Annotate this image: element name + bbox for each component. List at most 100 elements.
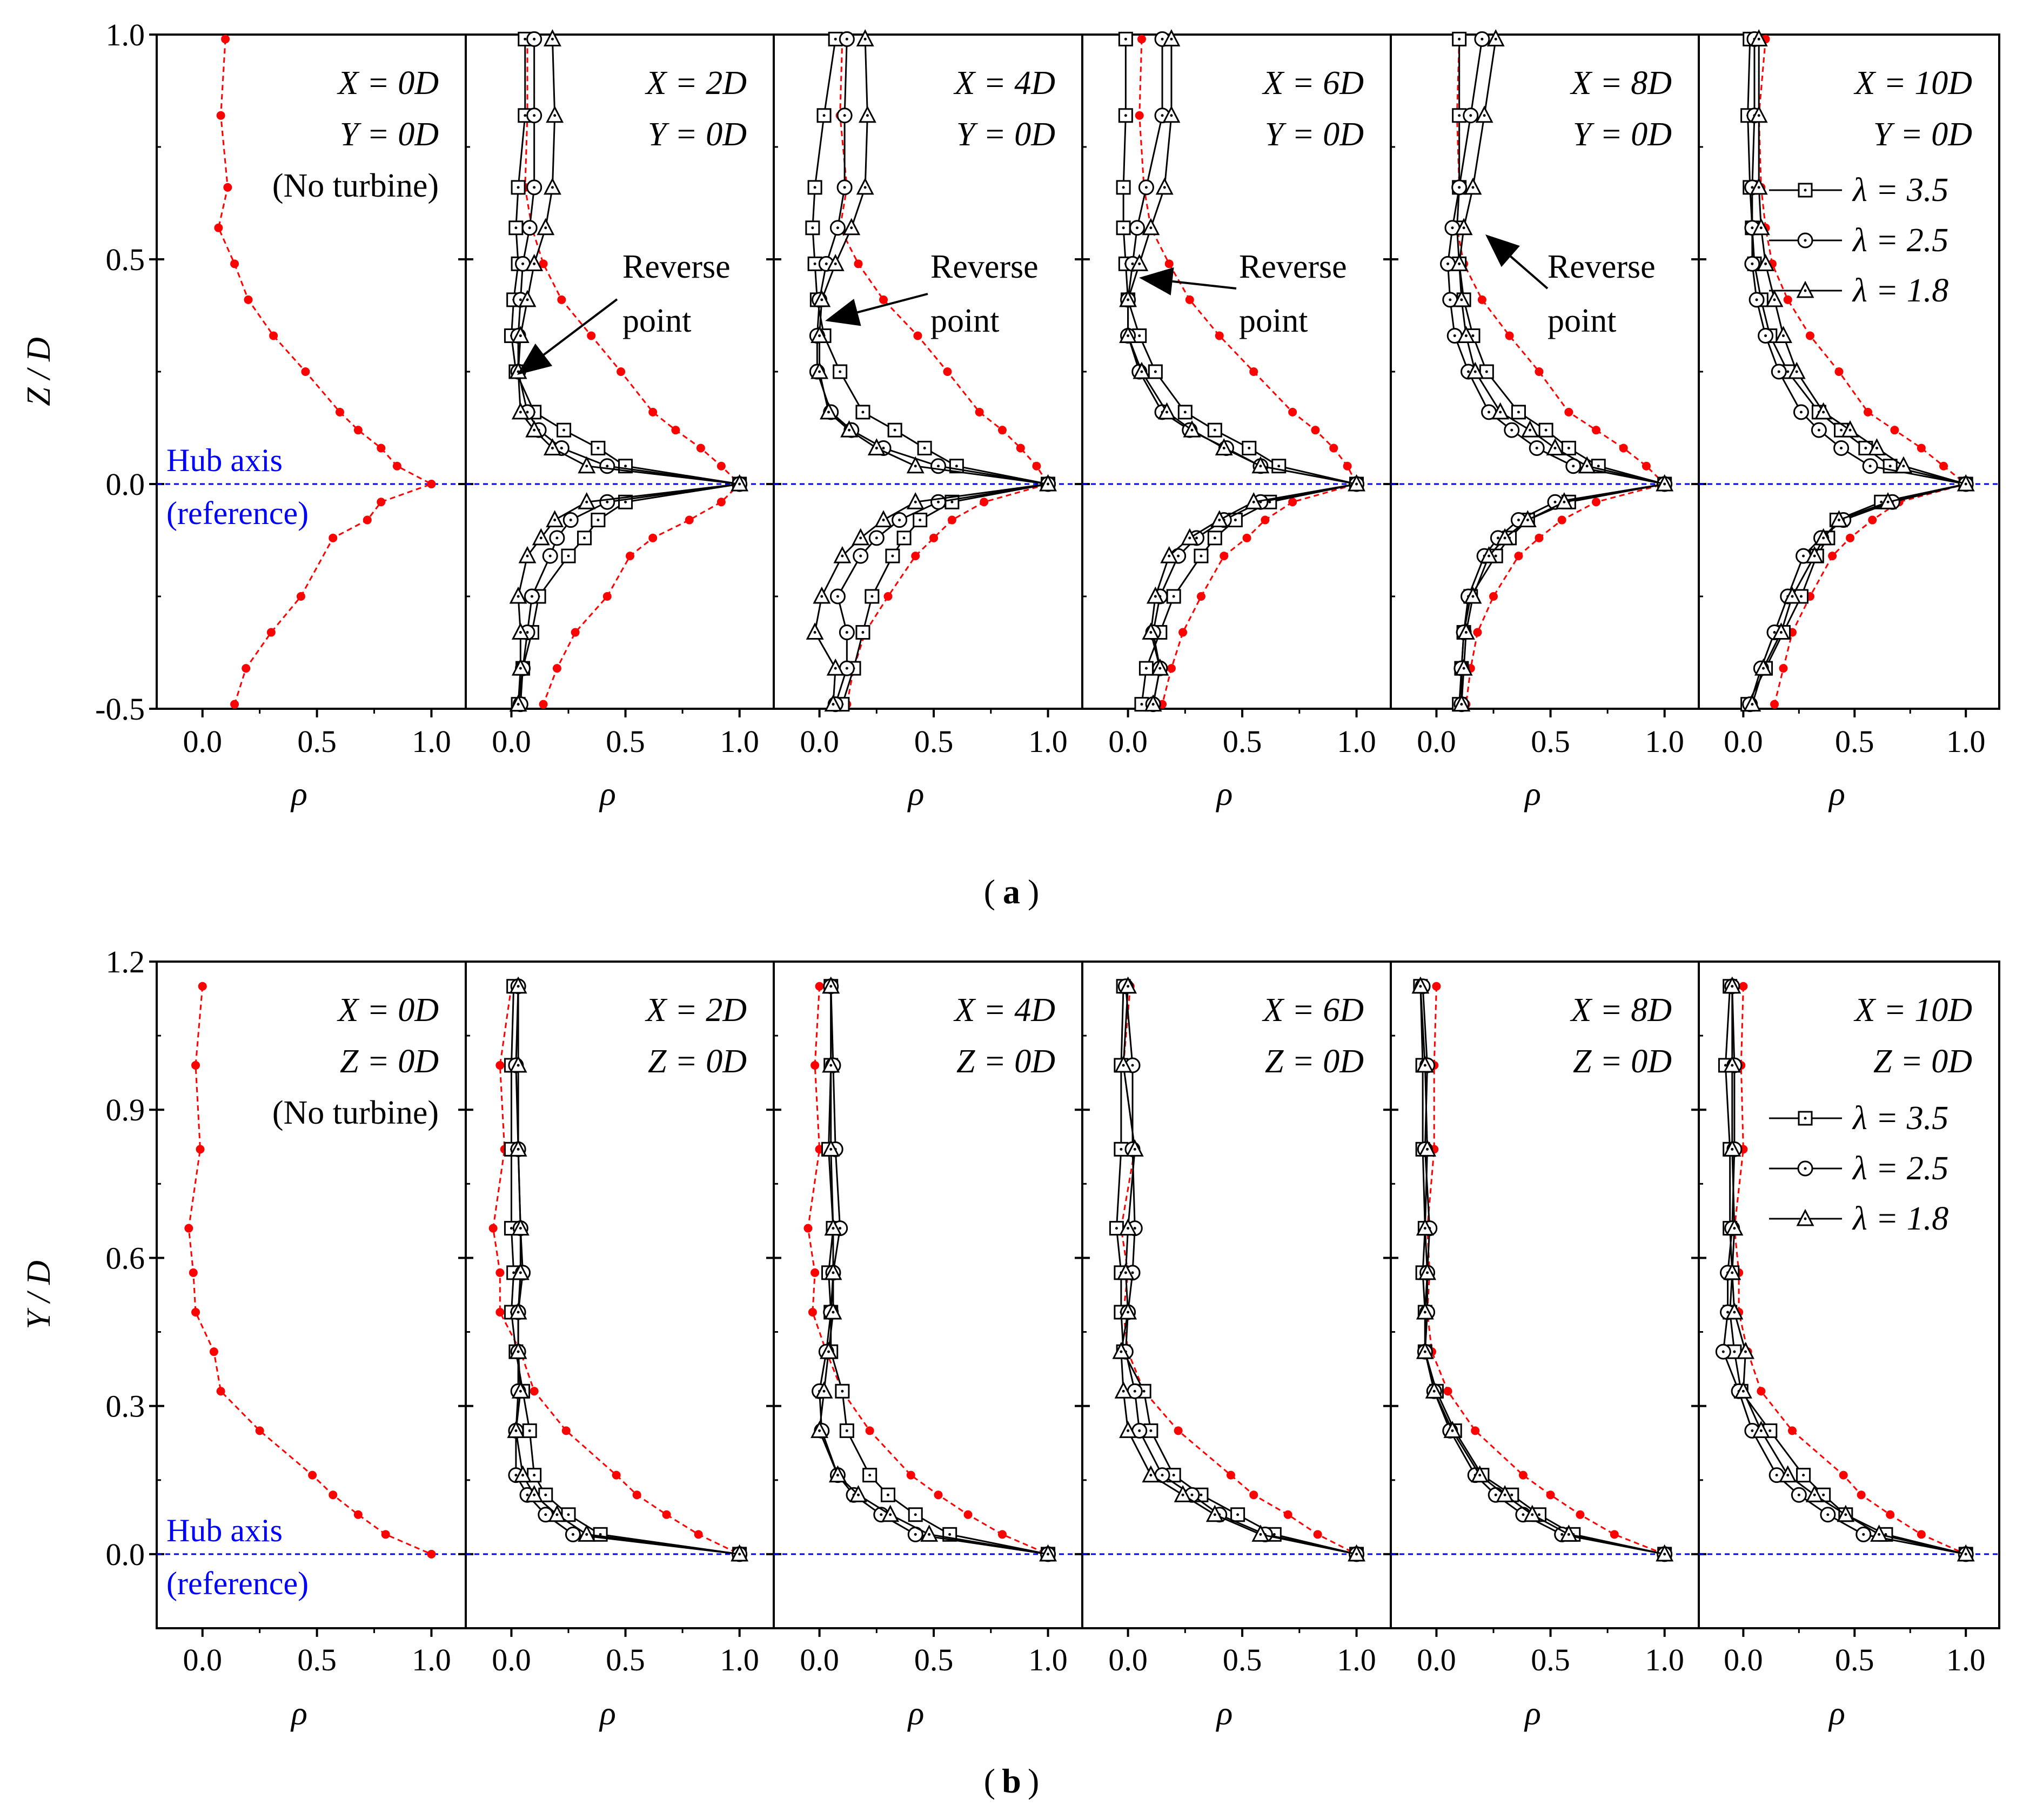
reference-point: [879, 295, 888, 304]
series-point-square-center: [923, 446, 926, 449]
series-point-triangle-center: [1761, 667, 1765, 670]
series-point-square-center: [1786, 370, 1790, 373]
series-point-circle-center: [1451, 226, 1454, 230]
x-tick-label: 0.5: [606, 1642, 645, 1677]
series-point-triangle-center: [1218, 519, 1221, 522]
series-point-circle-center: [1488, 411, 1491, 414]
series-line-triangle: [819, 986, 1048, 1555]
y-tick-label: 0.5: [106, 242, 145, 277]
reference-point: [975, 407, 984, 417]
hub-axis-label: Hub axis: [166, 442, 283, 478]
series-point-triangle-center: [914, 465, 917, 468]
x-axis-title: ρ: [1216, 1695, 1233, 1732]
panel-label-2: Y = 0D: [648, 116, 747, 153]
panel-label-2: Z = 0D: [340, 1043, 439, 1080]
series-point-square: [833, 364, 848, 379]
series-point-square-center: [902, 536, 906, 540]
y-tick-label: 0.3: [106, 1389, 145, 1424]
x-axis-title: ρ: [1524, 1695, 1541, 1732]
series-point-triangle-center: [829, 1147, 833, 1151]
series-point-triangle-center: [866, 114, 869, 117]
series-point-square-center: [624, 500, 627, 503]
series-point-circle-center: [1572, 465, 1575, 468]
series-point-triangle-center: [517, 595, 520, 598]
series-point-triangle-center: [526, 554, 529, 558]
series-point-circle-center: [1826, 1513, 1830, 1516]
x-tick-label: 0.0: [1724, 1642, 1763, 1677]
series-point-triangle-center: [1563, 500, 1566, 503]
reference-point: [216, 1387, 225, 1396]
series-point-square-center: [839, 370, 842, 373]
series-point-square-center: [624, 465, 627, 468]
reference-point: [980, 498, 989, 507]
series-point-circle-center: [1467, 370, 1470, 373]
series-point-square-center: [517, 186, 520, 189]
reference-point: [1546, 1490, 1555, 1500]
x-tick-label: 1.0: [720, 724, 759, 759]
y-tick-label: 0.0: [106, 467, 145, 502]
series-point-circle-center: [1817, 428, 1820, 432]
x-axis-title: ρ: [1216, 776, 1233, 812]
series-point-circle-center: [1177, 554, 1180, 558]
caption-open-paren: (: [984, 872, 995, 911]
legend-marker-triangle-center: [1804, 1217, 1807, 1220]
series-point-circle-center: [526, 631, 529, 634]
reference-point: [913, 331, 922, 340]
reference-point: [1868, 515, 1877, 525]
series-point-triangle-center: [517, 1350, 520, 1353]
reference-point: [1787, 1426, 1797, 1435]
series-point-circle-center: [1802, 554, 1805, 558]
reference-point: [1220, 552, 1229, 561]
series-point-circle-center: [1144, 186, 1148, 189]
reference-point: [189, 1268, 198, 1277]
series-point-square-center: [886, 1493, 889, 1496]
panel-label-x: X = 10D: [1853, 65, 1972, 102]
series-point-square-center: [1120, 1147, 1123, 1151]
x-tick-label: 0.5: [914, 1642, 954, 1677]
reference-line: [1426, 986, 1665, 1555]
caption-close-paren: ): [1028, 872, 1039, 911]
series-point-circle-center: [1131, 262, 1134, 265]
reference-point: [1343, 461, 1352, 471]
series-point-triangle-center: [1731, 985, 1734, 988]
reverse-point-arrow: [825, 293, 928, 326]
reference-point: [1313, 1530, 1322, 1539]
reference-point: [934, 1490, 943, 1500]
series-point-triangle-center: [859, 536, 862, 540]
legend-label: λ = 3.5: [1852, 1100, 1948, 1137]
reference-point: [1288, 498, 1297, 507]
panel-label-3: (No turbine): [272, 1094, 439, 1131]
reference-point: [242, 664, 251, 673]
series-point-circle-center: [1751, 226, 1754, 230]
series-point-circle-center: [1553, 500, 1557, 503]
reference-point: [1288, 407, 1297, 417]
series-point-triangle-center: [818, 370, 821, 373]
series-point-triangle-center: [832, 1311, 835, 1314]
series-point-triangle-center: [1786, 1474, 1790, 1477]
series-point-triangle-center: [834, 262, 837, 265]
reference-point: [230, 259, 239, 268]
reference-point: [810, 1268, 820, 1277]
series-point-circle-center: [1133, 1227, 1136, 1230]
reference-point: [1443, 1387, 1452, 1396]
x-tick-label: 1.0: [412, 724, 451, 759]
series-point-circle-center: [1755, 298, 1758, 301]
series-point-circle-center: [530, 595, 533, 598]
reference-line: [1733, 986, 1966, 1555]
reference-point: [269, 331, 278, 340]
reference-point: [1592, 498, 1600, 507]
reference-point: [1215, 331, 1224, 340]
series-point-triangle-center: [1488, 554, 1491, 558]
series-point-square: [508, 220, 524, 236]
series-point-triangle-center: [1124, 1271, 1127, 1274]
x-axis-title: ρ: [1828, 1695, 1845, 1732]
reference-point: [648, 533, 658, 542]
series-point-square-center: [1124, 114, 1127, 117]
reverse-label-line1: Reverse: [622, 249, 731, 285]
y-tick-label: 1.2: [106, 944, 145, 979]
y-axis-title: Y / D: [21, 1260, 57, 1329]
reference-point: [1557, 515, 1566, 525]
series-point-triangle-center: [1170, 37, 1173, 41]
series-point-triangle-center: [1733, 1311, 1736, 1314]
reference-point: [1642, 461, 1651, 471]
